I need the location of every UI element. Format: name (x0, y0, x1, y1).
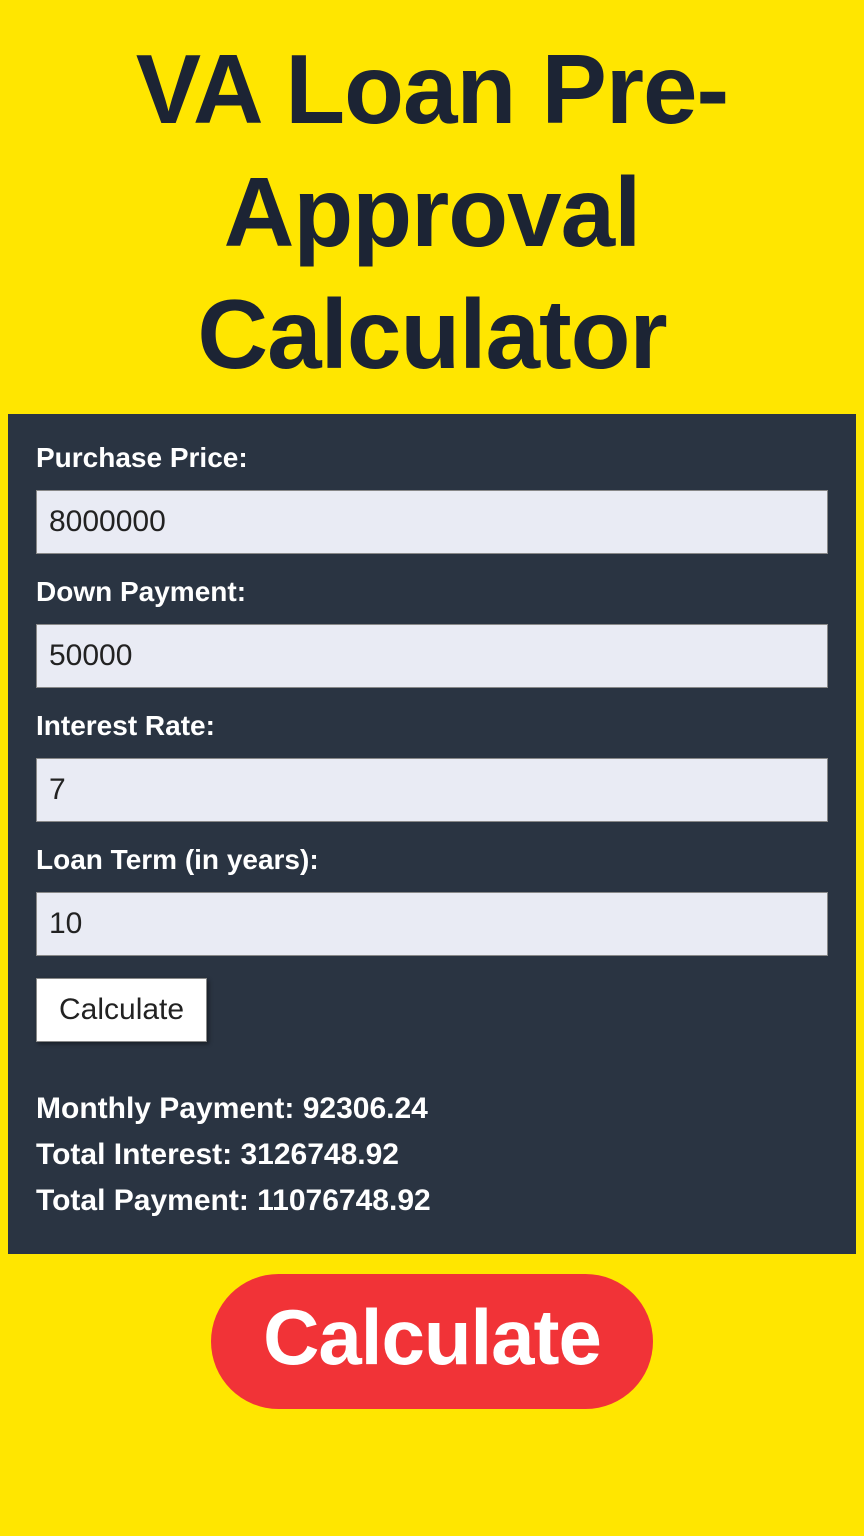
total-payment-label: Total Payment: (36, 1184, 257, 1217)
cta-container: Calculate (0, 1274, 864, 1409)
monthly-payment-value: 92306.24 (303, 1092, 428, 1125)
calculate-button[interactable]: Calculate (36, 978, 207, 1042)
interest-rate-input[interactable] (36, 758, 828, 822)
purchase-price-label: Purchase Price: (36, 442, 828, 474)
down-payment-input[interactable] (36, 624, 828, 688)
total-interest-value: 3126748.92 (240, 1138, 399, 1171)
cta-calculate-button[interactable]: Calculate (211, 1274, 653, 1409)
loan-term-label: Loan Term (in years): (36, 844, 828, 876)
calculator-panel: Purchase Price: Down Payment: Interest R… (8, 414, 856, 1254)
total-interest-label: Total Interest: (36, 1138, 240, 1171)
monthly-payment-result: Monthly Payment: 92306.24 (36, 1092, 828, 1126)
down-payment-label: Down Payment: (36, 576, 828, 608)
total-payment-value: 11076748.92 (257, 1184, 431, 1217)
interest-rate-label: Interest Rate: (36, 710, 828, 742)
total-interest-result: Total Interest: 3126748.92 (36, 1138, 828, 1172)
monthly-payment-label: Monthly Payment: (36, 1092, 303, 1125)
purchase-price-input[interactable] (36, 490, 828, 554)
total-payment-result: Total Payment: 11076748.92 (36, 1184, 828, 1218)
page-title: VA Loan Pre-Approval Calculator (0, 0, 864, 406)
loan-term-input[interactable] (36, 892, 828, 956)
